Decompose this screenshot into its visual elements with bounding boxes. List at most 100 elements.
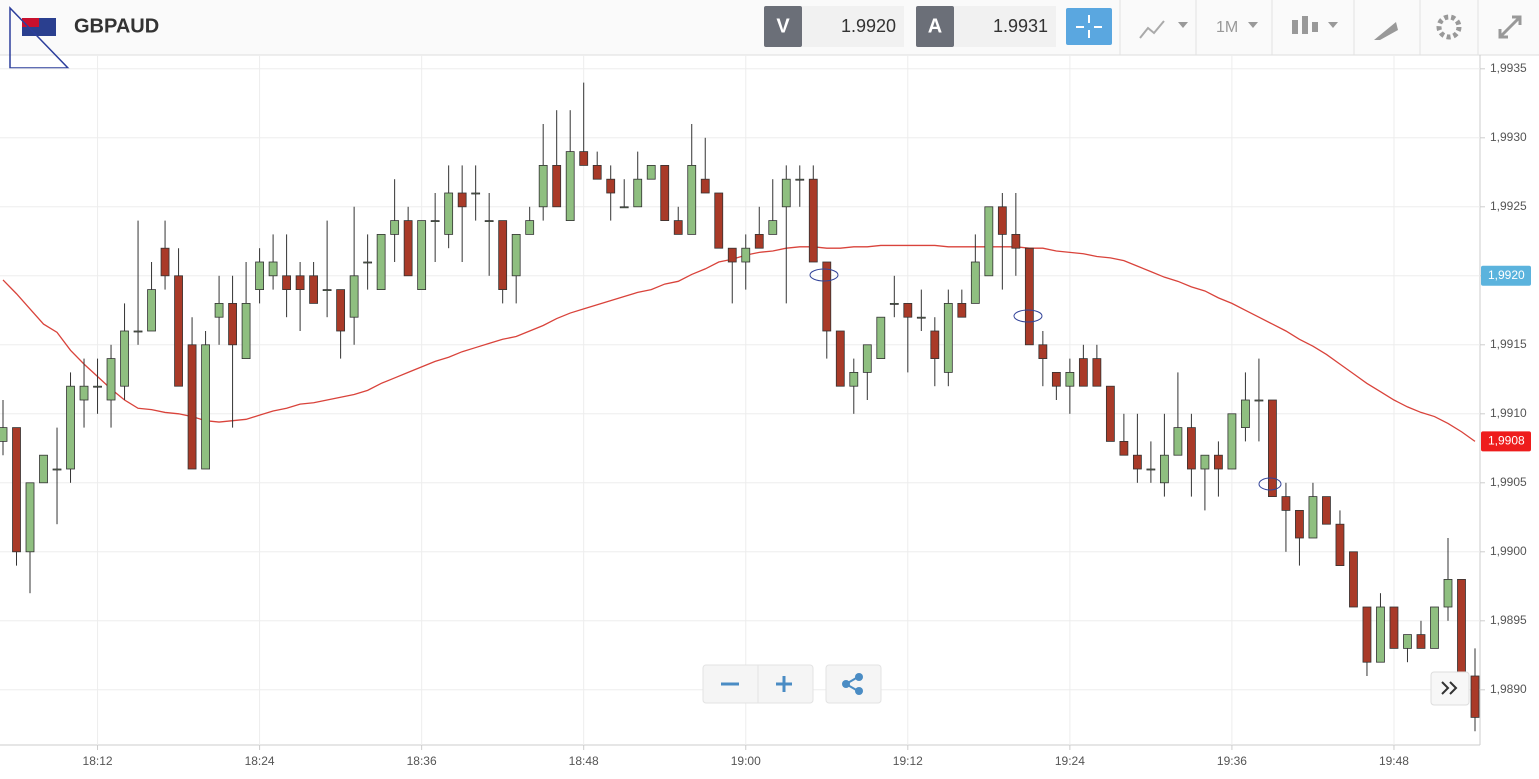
- candle-body: [390, 220, 400, 235]
- candle-body: [268, 261, 278, 277]
- x-tick-label: 19:36: [1217, 754, 1247, 768]
- candle-body: [1457, 579, 1466, 677]
- candle-body: [714, 192, 724, 249]
- candle-body: [1011, 233, 1021, 249]
- share-button[interactable]: [825, 664, 882, 704]
- candle-body: [309, 275, 319, 304]
- candle-body: [1065, 371, 1075, 387]
- candle-body: [471, 192, 481, 195]
- settings-button[interactable]: [1436, 14, 1462, 40]
- ask-label-box[interactable]: [916, 6, 954, 47]
- candle-body: [1335, 523, 1345, 567]
- candle-body: [862, 344, 872, 373]
- bid-box[interactable]: [802, 6, 904, 47]
- candle-body: [66, 385, 75, 470]
- candle-body: [1078, 358, 1088, 387]
- candle-body: [849, 371, 859, 387]
- bid-value: 1.9920: [841, 16, 896, 36]
- candle-body: [1241, 399, 1250, 429]
- signal-markers: [809, 268, 1282, 491]
- candle-body: [120, 330, 129, 387]
- candle-body: [93, 385, 102, 388]
- candle-body: [943, 302, 953, 373]
- candle-body: [741, 247, 751, 263]
- candle-body: [660, 164, 670, 221]
- candle-body: [1349, 551, 1358, 608]
- fullscreen-button[interactable]: [1498, 15, 1522, 39]
- candle-body: [1105, 385, 1115, 442]
- x-tick-label: 18:12: [83, 754, 113, 768]
- bid-label-box[interactable]: [764, 6, 802, 47]
- candle-body: [673, 220, 683, 235]
- candle-body: [1376, 606, 1385, 663]
- candle-body: [1295, 509, 1304, 539]
- candle-body: [1038, 344, 1048, 359]
- x-tick-label: 18:36: [407, 754, 437, 768]
- candle-body: [1389, 606, 1399, 649]
- ask-value: 1.9931: [993, 16, 1048, 36]
- candle-body: [187, 344, 197, 470]
- candle-body: [687, 164, 697, 235]
- candle-body: [808, 178, 818, 263]
- candle-body: [376, 233, 386, 290]
- y-tick-label: 1,9895: [1490, 613, 1527, 627]
- candle-body: [565, 151, 575, 222]
- chart-type-button[interactable]: [1139, 20, 1188, 39]
- crosshair-button[interactable]: [1066, 8, 1112, 45]
- axes: 1,9890 1,9895 1,9900 1,9905 1,9910 1,9915 1,99…: [83, 61, 1531, 768]
- candle-body: [403, 220, 413, 277]
- candle-body: [997, 206, 1007, 235]
- candle-style-button[interactable]: [1292, 16, 1338, 34]
- candle-body: [1268, 399, 1277, 497]
- candle-body: [822, 261, 832, 332]
- candle-body: [1214, 454, 1223, 470]
- y-tick-label: 1,9905: [1490, 475, 1527, 489]
- plot: [0, 82, 1480, 732]
- candle-body: [795, 178, 805, 181]
- candle-body: [511, 233, 521, 277]
- candle-body: [1227, 413, 1237, 470]
- candle-body: [336, 289, 346, 332]
- candle-body: [1187, 427, 1196, 470]
- candle-body: [957, 302, 967, 318]
- x-tick-label: 19:00: [731, 754, 761, 768]
- candle-body: [903, 302, 913, 318]
- candle-body: [1403, 634, 1412, 649]
- candle-body: [1092, 358, 1102, 387]
- zoom-in[interactable]: [776, 676, 792, 692]
- candle-body: [498, 220, 508, 291]
- candle-body: [417, 220, 427, 291]
- candle-body: [133, 330, 143, 333]
- candle-body: [754, 233, 764, 249]
- candle-body: [255, 261, 264, 291]
- y-tick-label: 1,9935: [1490, 61, 1527, 75]
- candle-body: [363, 261, 373, 264]
- candle-body: [700, 178, 710, 194]
- candle-body: [727, 247, 737, 263]
- y-tick-label: 1,9930: [1490, 130, 1527, 144]
- candle-body: [484, 220, 494, 223]
- candle-body: [633, 178, 643, 208]
- candle-body: [984, 206, 994, 277]
- candle-body: [39, 454, 48, 484]
- candle-body: [174, 275, 183, 387]
- scroll-right-button[interactable]: [1430, 671, 1470, 706]
- candle-body: [1416, 634, 1426, 649]
- candle-body: [592, 164, 602, 180]
- candle-body: [930, 330, 940, 360]
- candle-body: [1362, 606, 1372, 663]
- candle-body: [147, 289, 156, 332]
- candle-body: [619, 206, 629, 209]
- draw-tool-button[interactable]: [1374, 22, 1398, 40]
- candle-body: [52, 468, 62, 471]
- timeframe-button[interactable]: 1M: [1216, 19, 1258, 36]
- candle-body: [12, 427, 21, 553]
- candle-body: [1470, 675, 1480, 718]
- candle-body: [1024, 247, 1034, 346]
- ask-box[interactable]: [954, 6, 1056, 47]
- candle-body: [1254, 399, 1264, 402]
- candle-body: [241, 302, 251, 359]
- candle-body: [606, 178, 616, 194]
- candle-body: [552, 164, 562, 208]
